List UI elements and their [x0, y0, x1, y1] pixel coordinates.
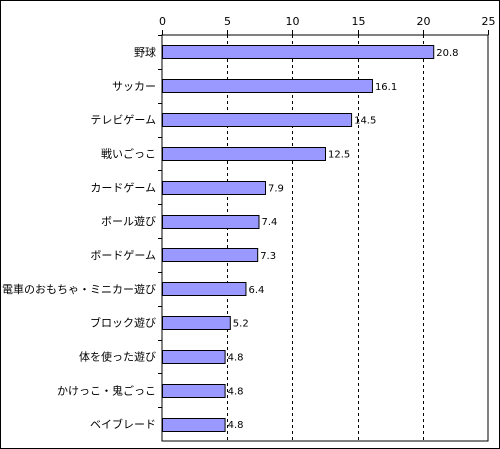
x-tick-label: 25 [482, 15, 496, 28]
value-label: 6.4 [248, 285, 264, 296]
value-label: 4.8 [228, 352, 244, 363]
value-label: 7.3 [260, 251, 276, 262]
value-label: 12.5 [328, 149, 350, 160]
category-label: サッカー [112, 80, 156, 93]
x-tick-label: 15 [352, 15, 366, 28]
category-label: ベイブレード [90, 417, 156, 431]
x-tick-label: 10 [286, 15, 300, 28]
x-tick-label: 20 [417, 15, 431, 28]
value-label: 7.4 [261, 217, 277, 228]
category-label: 戦いごっこ [101, 146, 156, 160]
bar [162, 418, 226, 432]
value-label: 16.1 [375, 82, 397, 93]
value-label: 4.8 [228, 420, 244, 431]
bar [162, 248, 259, 262]
bar [162, 384, 226, 398]
value-label: 5.2 [233, 319, 249, 330]
category-label: ボール遊び [101, 214, 156, 228]
plot-area [161, 34, 489, 442]
value-label: 7.9 [268, 183, 284, 194]
bar [162, 215, 260, 229]
category-label: かけっこ・鬼ごっこ [57, 383, 156, 397]
bar [162, 45, 435, 59]
category-label: テレビゲーム [90, 114, 156, 127]
x-tick-label: 5 [224, 15, 231, 28]
category-label: カードゲーム [90, 181, 156, 194]
bar [162, 350, 226, 364]
value-label: 4.8 [228, 386, 244, 397]
category-label: ブロック遊び [90, 316, 156, 330]
category-label: 電車のおもちゃ・ミニカー遊び [2, 282, 156, 296]
value-label: 14.5 [354, 116, 376, 127]
x-tick-label: 0 [159, 15, 166, 28]
bar [162, 181, 267, 195]
value-label: 20.8 [436, 48, 458, 59]
category-label: ボードゲーム [90, 249, 156, 262]
bar [162, 316, 231, 330]
category-label: 体を使った遊び [79, 349, 156, 363]
bar [162, 147, 326, 161]
bar [162, 113, 353, 127]
category-label: 野球 [134, 45, 156, 59]
bar [162, 282, 247, 296]
bar [162, 79, 373, 93]
